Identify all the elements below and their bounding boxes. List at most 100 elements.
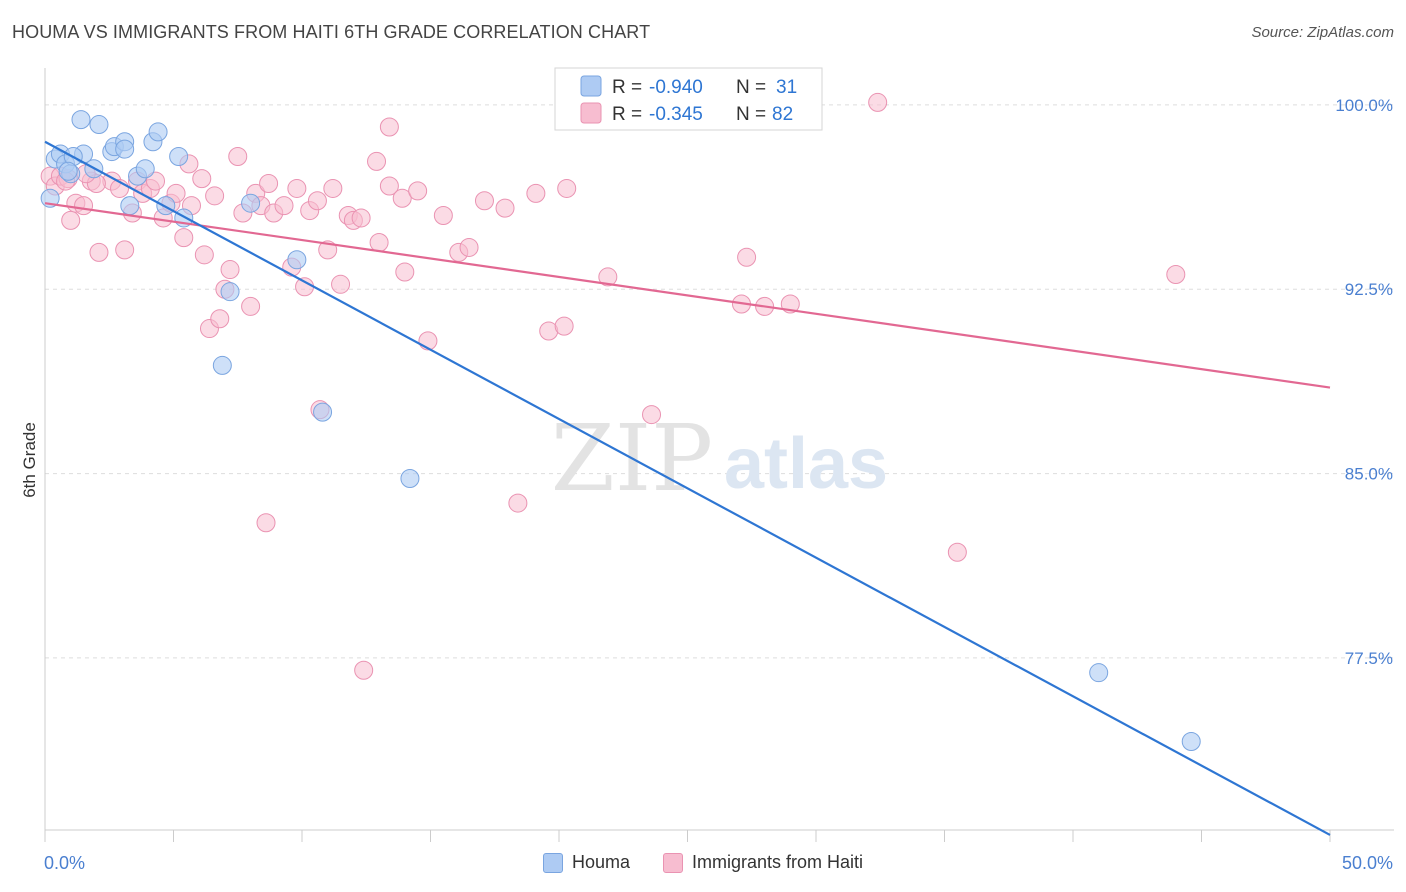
haiti-point bbox=[192, 169, 212, 189]
haiti-points bbox=[40, 92, 1186, 680]
haiti-r-label: R = bbox=[612, 104, 642, 125]
haiti-point bbox=[287, 178, 307, 198]
haiti-point bbox=[256, 513, 276, 533]
haiti-point bbox=[526, 183, 546, 203]
haiti-point bbox=[508, 493, 528, 513]
houma-point bbox=[220, 282, 240, 302]
haiti-point bbox=[554, 316, 574, 336]
y-axis-label: 6th Grade bbox=[20, 422, 39, 498]
watermark: ZIP atlas bbox=[551, 405, 888, 512]
houma-legend-swatch bbox=[580, 75, 602, 97]
haiti-point bbox=[146, 171, 166, 191]
haiti-point bbox=[115, 240, 135, 260]
series-legend: Houma Immigrants from Haiti bbox=[0, 852, 1406, 878]
haiti-point bbox=[220, 260, 240, 280]
watermark-atlas: atlas bbox=[724, 424, 888, 504]
haiti-swatch bbox=[663, 852, 683, 873]
haiti-point bbox=[166, 183, 186, 203]
houma-point bbox=[169, 146, 189, 166]
axes bbox=[44, 68, 1394, 842]
haiti-point bbox=[367, 151, 387, 171]
haiti-point bbox=[433, 205, 453, 225]
x-tick-labels: 0.0% 50.0% bbox=[44, 853, 1393, 873]
haiti-n-value: 82 bbox=[772, 104, 793, 125]
y-tick-label: 92.5% bbox=[1345, 280, 1393, 299]
haiti-legend-swatch bbox=[580, 102, 602, 124]
haiti-point bbox=[61, 210, 81, 230]
haiti-point bbox=[351, 208, 371, 228]
houma-point bbox=[1181, 732, 1201, 752]
haiti-r-value: -0.345 bbox=[649, 104, 703, 125]
haiti-point bbox=[205, 186, 225, 206]
haiti-point bbox=[495, 198, 515, 218]
haiti-point bbox=[868, 92, 888, 112]
houma-r-label: R = bbox=[612, 77, 642, 98]
legend-label-houma: Houma bbox=[571, 852, 630, 872]
haiti-trendline bbox=[44, 202, 1331, 389]
houma-n-label: N = bbox=[736, 77, 766, 98]
x-tick-label-max: 50.0% bbox=[1342, 853, 1393, 873]
haiti-point bbox=[947, 542, 967, 562]
houma-point bbox=[1089, 663, 1109, 683]
haiti-point bbox=[295, 277, 315, 297]
haiti-point bbox=[392, 188, 412, 208]
houma-point bbox=[58, 161, 78, 181]
haiti-point bbox=[307, 191, 327, 211]
haiti-point bbox=[379, 117, 399, 137]
haiti-point bbox=[737, 247, 757, 267]
haiti-point bbox=[598, 267, 618, 287]
houma-point bbox=[135, 159, 155, 179]
haiti-point bbox=[331, 274, 351, 294]
haiti-n-label: N = bbox=[736, 104, 766, 125]
haiti-point bbox=[408, 181, 428, 201]
haiti-point bbox=[459, 237, 479, 257]
houma-r-value: -0.940 bbox=[649, 77, 703, 98]
trendlines bbox=[44, 140, 1331, 836]
haiti-point bbox=[354, 660, 374, 680]
legend-item-houma: Houma bbox=[542, 852, 630, 873]
stats-legend: R = -0.940 N = 31 R = -0.345 N = 82 bbox=[554, 67, 823, 131]
houma-point bbox=[120, 196, 140, 216]
haiti-point bbox=[259, 174, 279, 194]
source-credit: Source: ZipAtlas.com bbox=[1251, 24, 1394, 41]
haiti-point bbox=[323, 178, 343, 198]
haiti-point bbox=[89, 242, 109, 262]
haiti-point bbox=[228, 146, 248, 166]
y-tick-labels: 77.5% 85.0% 92.5% 100.0% bbox=[1335, 96, 1393, 668]
haiti-point bbox=[395, 262, 415, 282]
houma-swatch bbox=[542, 852, 563, 873]
haiti-point bbox=[210, 309, 230, 329]
houma-point bbox=[400, 468, 420, 488]
gridlines bbox=[45, 104, 1394, 659]
legend-label-haiti: Immigrants from Haiti bbox=[692, 852, 864, 872]
haiti-point bbox=[74, 196, 94, 216]
houma-point bbox=[313, 402, 333, 422]
haiti-point bbox=[1166, 264, 1186, 284]
houma-point bbox=[212, 355, 232, 375]
houma-points bbox=[40, 110, 1201, 752]
haiti-point bbox=[474, 191, 494, 211]
y-tick-label: 85.0% bbox=[1345, 465, 1393, 484]
houma-point bbox=[89, 115, 109, 135]
haiti-point bbox=[557, 178, 577, 198]
haiti-point bbox=[642, 405, 662, 425]
houma-n-value: 31 bbox=[776, 77, 797, 98]
x-tick-label-min: 0.0% bbox=[44, 853, 85, 873]
houma-point bbox=[148, 122, 168, 142]
houma-point bbox=[241, 193, 261, 213]
y-tick-label: 77.5% bbox=[1345, 649, 1393, 668]
haiti-point bbox=[174, 228, 194, 248]
houma-point bbox=[115, 139, 135, 159]
houma-trendline bbox=[44, 140, 1331, 836]
houma-point bbox=[287, 250, 307, 270]
haiti-point bbox=[194, 245, 214, 265]
haiti-point bbox=[241, 296, 261, 316]
legend-item-haiti: Immigrants from Haiti bbox=[663, 852, 863, 873]
haiti-point bbox=[379, 176, 399, 196]
houma-point bbox=[71, 110, 91, 130]
y-tick-label: 100.0% bbox=[1335, 96, 1393, 115]
haiti-point bbox=[274, 196, 294, 216]
chart-title: HOUMA VS IMMIGRANTS FROM HAITI 6TH GRADE… bbox=[12, 22, 651, 42]
haiti-point bbox=[369, 233, 389, 253]
